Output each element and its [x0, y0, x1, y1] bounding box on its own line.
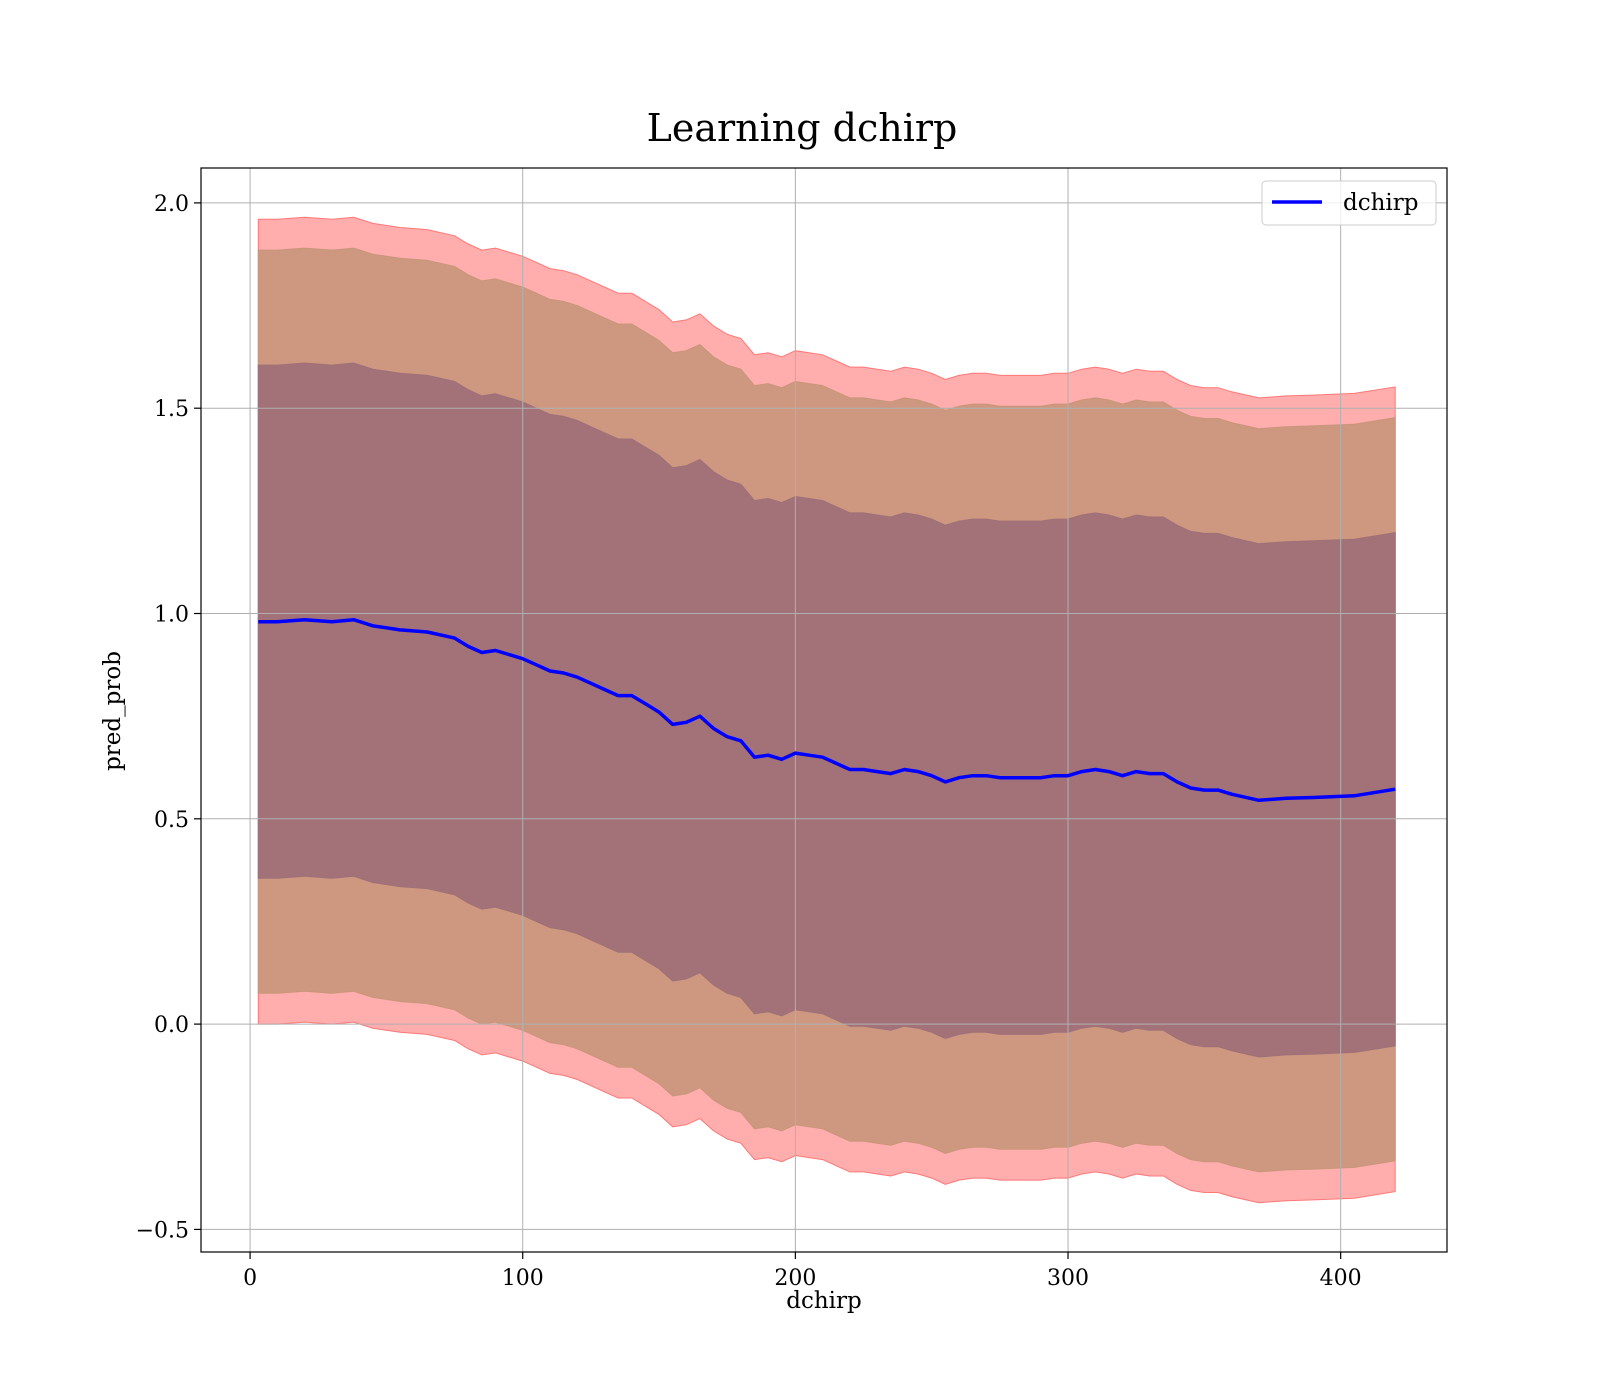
x-tick-label: 300: [1047, 1266, 1089, 1291]
plot-frame: [200, 167, 1448, 1253]
y-tick-label: −0.5: [136, 1218, 189, 1243]
y-tick-label: 1.5: [154, 397, 189, 422]
x-axis-ticks: 0 100 200 300 400: [243, 1252, 1362, 1291]
series-line-dchirp: [258, 617, 1396, 803]
y-tick-label: 0.0: [154, 1013, 189, 1038]
chart-title: Learning dchirp: [647, 106, 958, 150]
y-tick-label: 0.5: [154, 808, 189, 833]
legend-box: [1261, 180, 1437, 226]
x-tick-label: 200: [774, 1266, 816, 1291]
band-inner: [257, 362, 1396, 1058]
confidence-bands: [257, 216, 1396, 1204]
series-line-layer: [258, 617, 1396, 803]
y-tick-label: 2.0: [154, 192, 189, 217]
x-tick-label: 0: [243, 1266, 257, 1291]
y-axis-label: pred_prob: [100, 651, 126, 771]
x-tick-label: 400: [1320, 1266, 1362, 1291]
x-tick-label: 100: [502, 1266, 544, 1291]
legend-entry-dchirp: dchirp: [1343, 190, 1419, 216]
x-axis-label: dchirp: [786, 1288, 862, 1314]
y-axis-ticks: −0.5 0.0 0.5 1.0 1.5 2.0: [136, 192, 201, 1243]
grid: [201, 168, 1447, 1252]
legend: dchirp: [1261, 180, 1437, 226]
y-tick-label: 1.0: [154, 603, 189, 628]
